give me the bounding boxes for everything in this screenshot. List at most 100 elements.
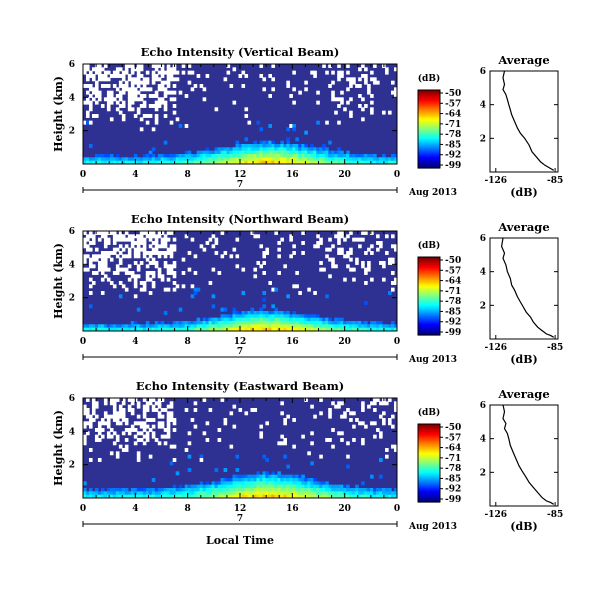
colorbar-tick-label: -64 (445, 444, 461, 454)
x-tick-label: 20 (338, 504, 351, 514)
profile-y-tick-label: 6 (480, 401, 486, 411)
colorbar-tick-label: -57 (445, 266, 461, 276)
x-tick-label: 0 (80, 337, 86, 347)
colorbar-tick-label: -64 (445, 277, 461, 287)
x-axis-label: Local Time (206, 534, 274, 547)
colorbar: (dB) -50-57-64-71-78-85-92-99 (417, 73, 461, 171)
colorbar-tick-label: -92 (445, 485, 461, 495)
x-tick-label: 0 (80, 504, 86, 514)
profile-y-tick-label: 2 (480, 301, 486, 311)
x-tick-label: 4 (132, 337, 138, 347)
profile-line (502, 70, 555, 171)
x-tick-label: 12 (234, 337, 247, 347)
profile-y-tick-label: 4 (480, 268, 486, 278)
profile-frame (489, 70, 559, 173)
x-tick-label: 8 (185, 170, 191, 180)
date-label: Aug 2013 (408, 355, 457, 365)
colorbar-tick-label: -78 (445, 130, 461, 140)
y-tick-label: 6 (69, 394, 75, 404)
profile-y-tick-label: 4 (480, 435, 486, 445)
chart-title: Echo Intensity (Northward Beam) (131, 212, 349, 226)
profile-title: Average (497, 220, 549, 234)
y-axis-label: Height (km) (52, 76, 65, 152)
date-label: Aug 2013 (408, 188, 457, 198)
y-tick-label: 2 (69, 294, 75, 304)
profile-x-tick-label: -126 (485, 510, 508, 520)
x-tick-label: 12 (234, 504, 247, 514)
profile-title: Average (497, 53, 549, 67)
colorbar-tick-label: -99 (445, 161, 461, 171)
average-profile: Average 6 4 2 -126 -85 (dB) (480, 220, 564, 366)
x-tick-label: 0 (80, 170, 86, 180)
x-tick-label: 0 (394, 170, 400, 180)
y-axis-label: Height (km) (52, 410, 65, 486)
colorbar-tick-label: -57 (445, 433, 461, 443)
heatmap (83, 398, 397, 498)
x-tick-label: 8 (185, 504, 191, 514)
x-tick-label: 4 (132, 504, 138, 514)
profile-line (500, 237, 555, 338)
profile-frame (489, 404, 559, 507)
colorbar-frame (417, 89, 441, 169)
colorbar-unit: (dB) (418, 73, 440, 84)
x-tick-label: 0 (394, 337, 400, 347)
chart-title: Echo Intensity (Eastward Beam) (136, 379, 344, 393)
profile-x-tick-label: -126 (485, 176, 508, 186)
colorbar-tick-label: -85 (445, 140, 461, 150)
x-tick-label: 16 (286, 337, 299, 347)
profile-y-tick-label: 6 (480, 234, 486, 244)
x-tick-label: 8 (185, 337, 191, 347)
x-tick-label: 0 (394, 504, 400, 514)
average-profile: Average 6 4 2 -126 -85 (dB) (480, 53, 564, 199)
colorbar-tick-label: -71 (445, 287, 461, 297)
date-marker: 7 (237, 180, 243, 190)
profile-x-label: (dB) (510, 186, 537, 199)
date-label: Aug 2013 (408, 522, 457, 532)
y-tick-label: 2 (69, 461, 75, 471)
y-tick-label: 2 (69, 127, 75, 137)
colorbar-frame (417, 423, 441, 503)
x-tick-label: 20 (338, 337, 351, 347)
heatmap (83, 64, 397, 164)
y-tick-label: 4 (69, 427, 75, 437)
y-tick-label: 6 (69, 227, 75, 237)
colorbar-tick-label: -64 (445, 110, 461, 120)
profile-frame (489, 237, 559, 340)
x-tick-label: 4 (132, 170, 138, 180)
colorbar-tick-label: -50 (445, 256, 461, 266)
colorbar-tick-label: -92 (445, 151, 461, 161)
x-tick-label: 12 (234, 170, 247, 180)
profile-x-tick-label: -126 (485, 343, 508, 353)
profile-y-tick-label: 4 (480, 101, 486, 111)
date-marker: 7 (237, 514, 243, 524)
x-tick-label: 16 (286, 504, 299, 514)
colorbar: (dB) -50-57-64-71-78-85-92-99 (417, 240, 461, 338)
profile-y-tick-label: 6 (480, 67, 486, 77)
heatmap (83, 231, 397, 331)
profile-x-tick-label: -85 (547, 176, 563, 186)
date-marker: 7 (237, 347, 243, 357)
colorbar-tick-label: -50 (445, 423, 461, 433)
colorbar-tick-label: -99 (445, 328, 461, 338)
colorbar-tick-label: -57 (445, 99, 461, 109)
profile-x-tick-label: -85 (547, 510, 563, 520)
colorbar-tick-label: -78 (445, 464, 461, 474)
colorbar-tick-label: -78 (445, 297, 461, 307)
average-profile: Average 6 4 2 -126 -85 (dB) (480, 387, 564, 533)
profile-x-label: (dB) (510, 353, 537, 366)
colorbar-tick-label: -85 (445, 307, 461, 317)
colorbar-unit: (dB) (418, 407, 440, 418)
y-axis-label: Height (km) (52, 243, 65, 319)
colorbar-tick-label: -71 (445, 120, 461, 130)
colorbar: (dB) -50-57-64-71-78-85-92-99 (417, 407, 461, 505)
colorbar-tick-label: -85 (445, 474, 461, 484)
colorbar-tick-label: -50 (445, 89, 461, 99)
colorbar-tick-label: -92 (445, 318, 461, 328)
profile-x-tick-label: -85 (547, 343, 563, 353)
profile-y-tick-label: 2 (480, 134, 486, 144)
profile-y-tick-label: 2 (480, 468, 486, 478)
y-tick-label: 6 (69, 60, 75, 70)
